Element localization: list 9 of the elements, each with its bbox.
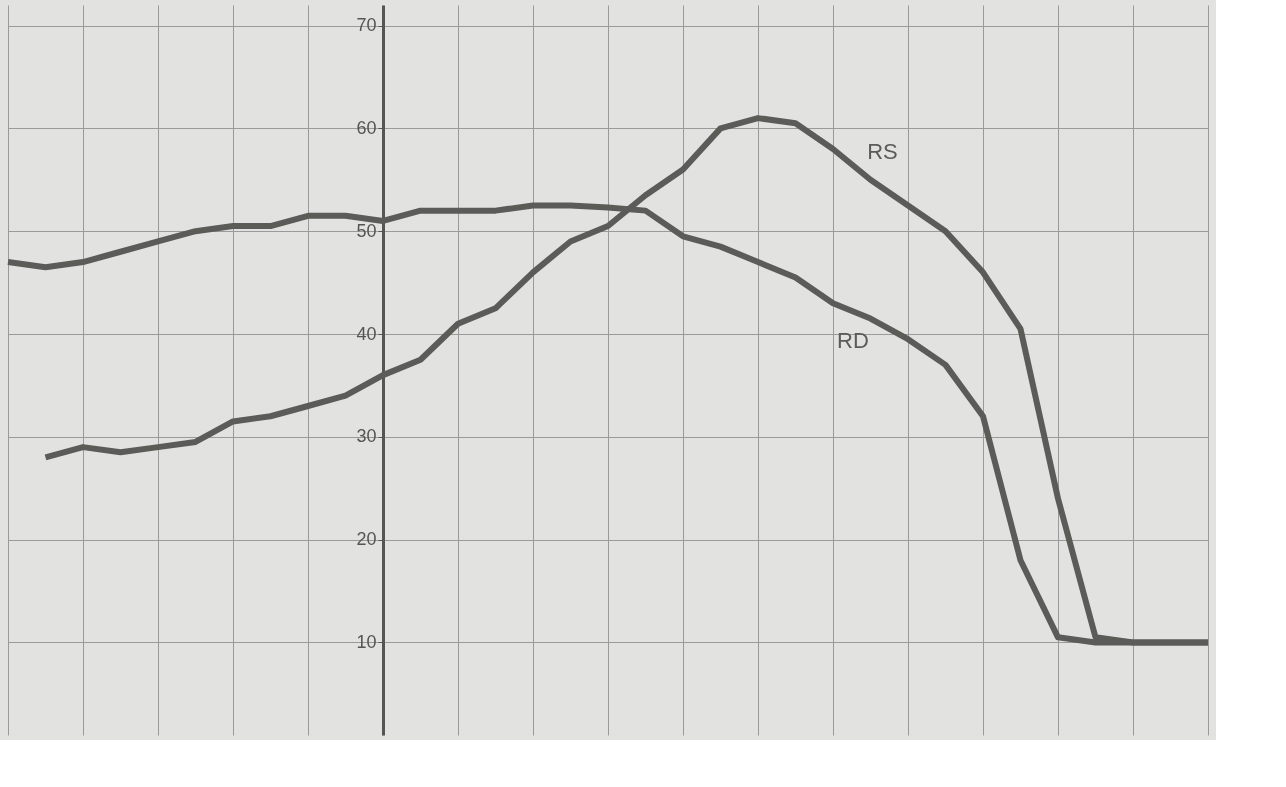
series-label: RD [837, 328, 869, 354]
y-tick-label: 10 [356, 631, 377, 652]
y-tick-label: 60 [356, 117, 377, 138]
y-tick-label: 70 [356, 15, 377, 36]
y-tick-label: 50 [356, 220, 377, 241]
y-tick-label: 30 [356, 426, 377, 447]
series-label: RS [867, 138, 898, 164]
y-tick-label: 40 [356, 323, 377, 344]
y-tick-label: 20 [356, 529, 377, 550]
